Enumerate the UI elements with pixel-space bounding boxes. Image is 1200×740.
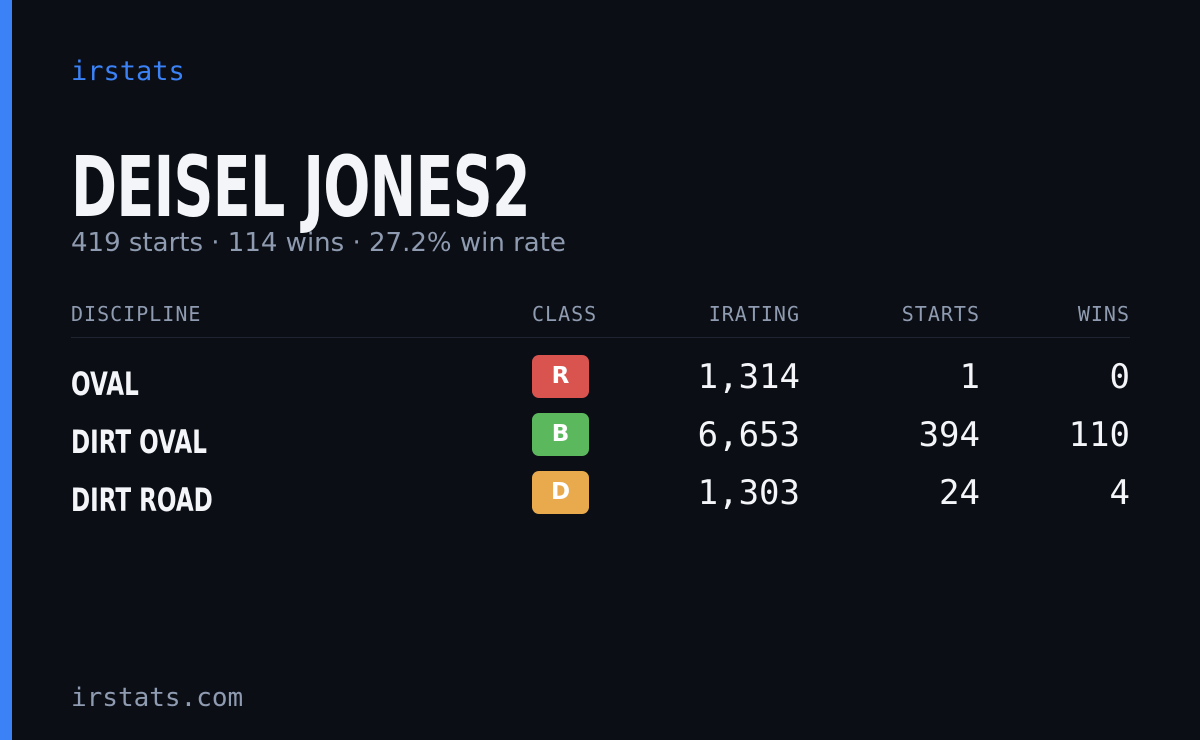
class-badge: R [532,355,589,398]
starts: 1 [959,357,980,397]
header-rule [71,337,1130,338]
footer: irstats.com [71,683,244,713]
brand: irstats [71,56,185,87]
column-header: STARTS [901,302,980,326]
column-header: DISCIPLINE [71,302,202,326]
discipline: DIRT OVAL [71,423,207,461]
class-badge: B [532,413,589,456]
column-header: CLASS [532,302,598,326]
wins: 0 [1109,357,1130,397]
starts: 24 [939,473,980,513]
class-badge: D [532,471,589,514]
column-header: WINS [1077,302,1130,326]
driver-summary: 419 starts · 114 wins · 27.2% win rate [71,228,566,258]
wins: 4 [1109,473,1130,513]
irating: 1,314 [697,357,800,397]
discipline: OVAL [71,365,139,403]
starts: 394 [918,415,980,455]
driver-name: DEISEL JONES2 [71,138,531,236]
wins: 110 [1068,415,1130,455]
irating: 6,653 [697,415,800,455]
irating: 1,303 [697,473,800,513]
column-header: IRATING [708,302,800,326]
accent-bar [0,0,12,740]
discipline: DIRT ROAD [71,481,213,519]
